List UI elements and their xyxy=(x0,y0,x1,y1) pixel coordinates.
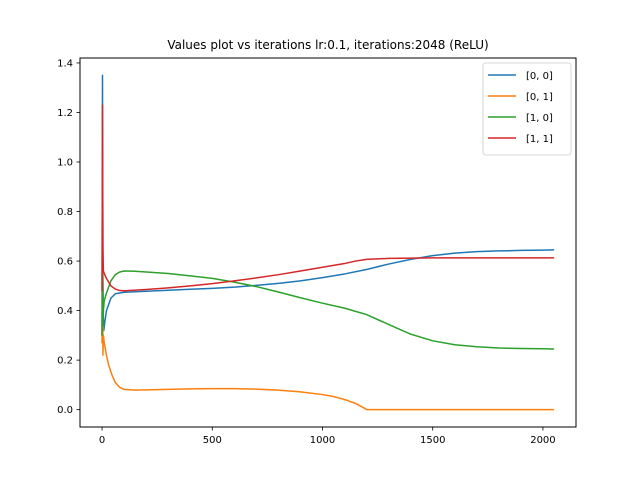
x-axis: 0 500 1000 1500 2000 xyxy=(99,427,556,446)
legend-label-0: [0, 0] xyxy=(526,71,553,82)
x-tick-label: 500 xyxy=(203,435,222,446)
x-tick-label: 0 xyxy=(99,435,105,446)
y-tick-label: 0.0 xyxy=(57,405,73,416)
chart-title: Values plot vs iterations lr:0.1, iterat… xyxy=(167,38,488,52)
series-line-2 xyxy=(101,270,555,350)
y-tick-label: 0.8 xyxy=(57,207,73,218)
series-line-0 xyxy=(101,74,555,337)
legend-box xyxy=(482,62,572,156)
legend: [0, 0] [0, 1] [1, 0] [1, 1] xyxy=(482,62,572,156)
y-axis: 0.0 0.2 0.4 0.6 0.8 1.0 1.2 1.4 xyxy=(57,58,80,416)
axes-frame xyxy=(79,57,577,428)
y-tick-label: 1.2 xyxy=(57,108,73,119)
x-tick-label: 1500 xyxy=(420,435,445,446)
plot-area xyxy=(101,74,555,411)
x-tick-label: 1000 xyxy=(310,435,335,446)
legend-label-1: [0, 1] xyxy=(526,92,553,103)
y-tick-label: 0.2 xyxy=(57,356,73,367)
y-tick-label: 1.4 xyxy=(57,58,73,69)
y-tick-label: 1.0 xyxy=(57,158,73,169)
y-tick-label: 0.6 xyxy=(57,257,73,268)
y-tick-label: 0.4 xyxy=(57,306,73,317)
legend-label-3: [1, 1] xyxy=(526,134,553,145)
x-tick-label: 2000 xyxy=(530,435,555,446)
series-line-3 xyxy=(101,104,555,292)
legend-label-2: [1, 0] xyxy=(526,113,553,124)
series-line-1 xyxy=(101,186,555,411)
